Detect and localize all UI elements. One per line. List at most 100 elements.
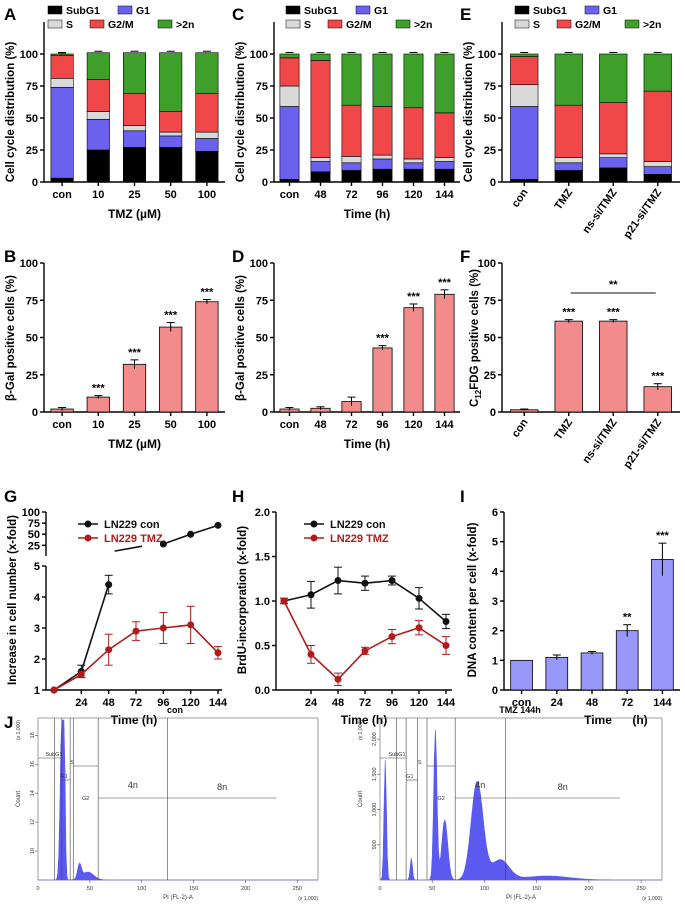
chart-c-y-tick-label: 75 bbox=[256, 81, 268, 93]
chart-f-bracket-label: ** bbox=[609, 279, 618, 291]
chart-a-x-tick-label: 100 bbox=[198, 189, 216, 201]
chart-a-bar-g2m bbox=[50, 54, 74, 79]
chart-i-x-tick-label: con bbox=[512, 697, 532, 709]
flow-left-y-tick-label: 14 bbox=[30, 790, 36, 796]
chart-a-legend-swatch-g2m bbox=[89, 19, 105, 29]
flow-left-gate-label-g2: G2 bbox=[82, 796, 89, 802]
flow-right-gate-label-g1: G1 bbox=[406, 774, 413, 780]
chart-h-legend-label-con: LN229 con bbox=[330, 519, 386, 531]
chart-a-legend-swatch-subg1 bbox=[47, 5, 63, 15]
chart-h-x-tick-label: 24 bbox=[305, 697, 318, 709]
panel-label-g: G bbox=[4, 487, 17, 506]
chart-f-bar bbox=[643, 386, 672, 413]
chart-c-bar-gt2n bbox=[403, 53, 424, 109]
chart-f-significance: *** bbox=[651, 371, 665, 383]
chart-c-legend-swatch-gt2n bbox=[395, 19, 411, 29]
flow-left-x-axis-scale: (x 1,000) bbox=[298, 896, 318, 902]
flow-right-x-axis-label: PI (FL-2)-A bbox=[506, 895, 536, 901]
chart-a-bar-g1 bbox=[86, 118, 110, 151]
chart-e-bar-g1 bbox=[643, 166, 672, 175]
chart-d-bar bbox=[434, 293, 455, 413]
chart-a-legend-swatch-s bbox=[47, 19, 63, 29]
chart-g-legend-label-con: LN229 con bbox=[104, 519, 160, 531]
chart-b-bar bbox=[86, 396, 110, 413]
chart-g-x-tick-label: 24 bbox=[75, 697, 88, 709]
chart-c-y-tick-label: 0 bbox=[262, 177, 268, 189]
chart-h-point-con bbox=[442, 617, 450, 625]
chart-c-bar-s bbox=[403, 158, 424, 164]
chart-b-y-tick-label: 25 bbox=[26, 370, 38, 382]
chart-a-y-tick-label: 25 bbox=[26, 145, 38, 157]
chart-f-x-tick-label: con bbox=[510, 417, 531, 440]
chart-e-x-tick-label: TMZ bbox=[552, 187, 575, 213]
chart-h-point-tmz bbox=[280, 597, 288, 605]
chart-f-y-label-sub: 12 bbox=[474, 389, 483, 398]
chart-a-bar-subg1 bbox=[122, 147, 147, 183]
chart-i-bar bbox=[615, 630, 639, 691]
chart-c-legend-label-subg1: SubG1 bbox=[304, 5, 338, 17]
chart-g-y-tick-label: 100 bbox=[22, 507, 40, 519]
chart-i-y-tick-label: 5 bbox=[492, 537, 498, 549]
flow-right-gate-label-s: S bbox=[418, 760, 422, 766]
chart-i-bar bbox=[580, 652, 604, 691]
chart-a-legend-label-g1: G1 bbox=[136, 5, 150, 17]
chart-e-y-tick-label: 50 bbox=[484, 113, 496, 125]
chart-c-bar-subg1 bbox=[434, 168, 455, 183]
chart-i-y-tick-label: 2 bbox=[492, 626, 498, 638]
chart-d-x-axis-label: Time (h) bbox=[344, 437, 390, 451]
chart-h-x-tick-label: 120 bbox=[410, 697, 428, 709]
chart-a-legend-label-gt2n: >2n bbox=[176, 19, 194, 31]
chart-e-bar-gt2n bbox=[599, 53, 628, 103]
chart-d-y-tick-label: 0 bbox=[262, 407, 268, 419]
chart-c-bar-g2m bbox=[310, 60, 331, 158]
flow-right-y-tick-label: 1,500 bbox=[372, 767, 378, 781]
chart-c-bar-s bbox=[434, 157, 455, 162]
flow-left-y-tick-label: 10 bbox=[30, 848, 36, 854]
chart-c-bar-subg1 bbox=[310, 171, 331, 183]
chart-c-bar-gt2n bbox=[310, 53, 331, 61]
chart-d-y-tick-label: 25 bbox=[256, 370, 268, 382]
chart-e-y-tick-label: 75 bbox=[484, 81, 496, 93]
chart-e-bar-gt2n bbox=[554, 53, 583, 106]
chart-e-legend-label-s: S bbox=[533, 19, 540, 31]
chart-e-y-tick-label: 100 bbox=[478, 49, 496, 61]
chart-e-bar-g1 bbox=[554, 162, 583, 171]
chart-c-legend-swatch-subg1 bbox=[285, 5, 301, 15]
chart-i-significance: *** bbox=[656, 530, 670, 542]
flow-right-gate-label-subg1: SubG1 bbox=[388, 752, 405, 758]
chart-g-point-tmz bbox=[132, 627, 140, 635]
chart-b-bar bbox=[159, 326, 183, 413]
chart-c-y-tick-label: 50 bbox=[256, 113, 268, 125]
chart-g-point-tmz bbox=[77, 671, 85, 678]
chart-h-legend-label-tmz: LN229 TMZ bbox=[330, 533, 389, 545]
chart-a-bar-g1 bbox=[50, 86, 74, 179]
chart-h-x-tick-label: 72 bbox=[359, 697, 371, 709]
flow-left-x-axis-label: PI (FL-2)-A bbox=[163, 895, 193, 901]
chart-h-x-tick-label: 96 bbox=[386, 697, 398, 709]
chart-h-x-tick-label: 144 bbox=[437, 697, 456, 709]
chart-a-bar-gt2n bbox=[122, 52, 147, 94]
chart-h-y-tick-label: 0.0 bbox=[255, 685, 270, 697]
chart-i-x-axis-unit: (h) bbox=[632, 713, 647, 727]
chart-g-point-con bbox=[187, 530, 195, 538]
chart-e-bar-subg1 bbox=[599, 167, 628, 183]
chart-g-y-tick-label: 75 bbox=[28, 518, 40, 530]
chart-e-x-tick-label: ns-si/TMZ bbox=[580, 187, 619, 236]
chart-i-y-tick-label: 4 bbox=[492, 566, 499, 578]
flow-left-x-tick-label: 50 bbox=[87, 886, 93, 892]
chart-a-x-axis-label: TMZ (µM) bbox=[108, 207, 161, 221]
chart-b-y-tick-label: 75 bbox=[26, 295, 38, 307]
chart-d-y-tick-label: 50 bbox=[256, 333, 268, 345]
chart-a-bar-g1 bbox=[159, 135, 183, 148]
chart-e-legend-swatch-subg1 bbox=[514, 5, 530, 15]
flow-right-y-axis-label: Count bbox=[358, 791, 364, 807]
chart-c-legend-swatch-g2m bbox=[327, 19, 343, 29]
flow-right-x-tick-label: 250 bbox=[637, 886, 646, 892]
chart-b-x-tick-label: 50 bbox=[165, 419, 177, 431]
chart-c-bar-g2m bbox=[279, 57, 300, 87]
chart-e-bar-s bbox=[643, 161, 672, 167]
chart-c-bar-g2m bbox=[372, 106, 393, 156]
chart-e-bar-g2m bbox=[554, 104, 583, 158]
chart-c-x-tick-label: 120 bbox=[404, 189, 422, 201]
chart-f-bar bbox=[599, 320, 628, 413]
